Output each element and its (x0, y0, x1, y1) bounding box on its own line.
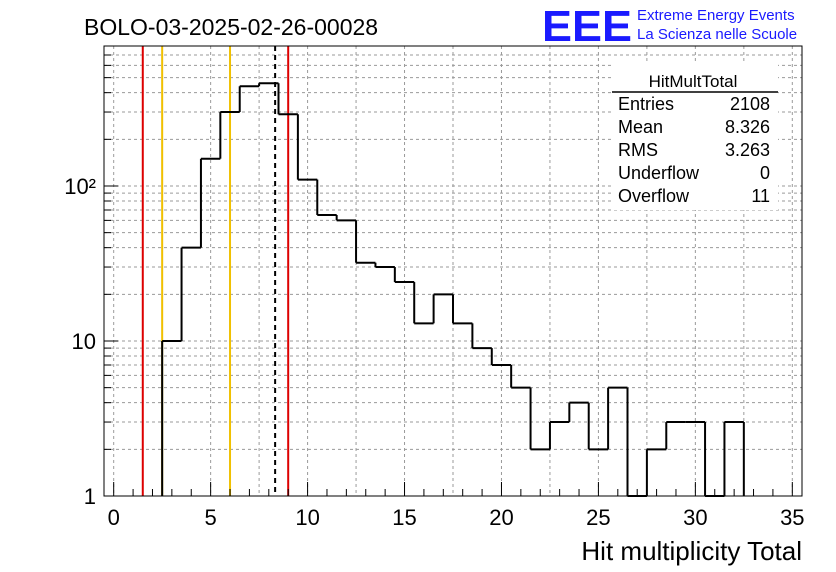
y-tick-label-2: 10² (64, 174, 96, 199)
marker-lines (141, 46, 290, 496)
x-tick-label-6: 30 (683, 505, 707, 530)
histogram-series (161, 82, 745, 497)
y-tick-label-1: 10 (72, 329, 96, 354)
stats-label-entries: Entries (618, 94, 674, 114)
stats-value-mean: 8.326 (725, 117, 770, 137)
run-title: BOLO-03-2025-02-26-00028 (84, 14, 378, 40)
eee-logo: EEE (542, 2, 632, 51)
stats-value-rms: 3.263 (725, 140, 770, 160)
stats-box-title: HitMultTotal (649, 72, 738, 91)
x-tick-label-3: 15 (392, 505, 416, 530)
y-tick-label-0: 1 (84, 484, 96, 509)
x-tick-labels: 0 5 10 15 20 25 30 35 (108, 505, 805, 530)
stats-label-overflow: Overflow (618, 186, 690, 206)
org-name: Extreme Energy Events (637, 7, 795, 24)
x-tick-label-7: 35 (780, 505, 804, 530)
stats-value-overflow: 11 (751, 186, 770, 206)
axis-ticks (104, 45, 793, 497)
x-tick-label-4: 20 (489, 505, 513, 530)
x-tick-label-2: 10 (295, 505, 319, 530)
y-tick-labels: 1 10 10² (64, 174, 96, 509)
plot-frame (103, 45, 803, 497)
x-tick-label-1: 5 (205, 505, 217, 530)
stats-value-entries: 2108 (730, 94, 770, 114)
x-tick-label-0: 0 (108, 505, 120, 530)
stats-label-mean: Mean (618, 117, 663, 137)
org-subtitle: La Scienza nelle Scuole (637, 26, 797, 43)
x-axis-label: Hit multiplicity Total (581, 536, 802, 566)
stats-label-rms: RMS (618, 140, 658, 160)
stats-label-underflow: Underflow (618, 163, 700, 183)
stats-value-underflow: 0 (760, 163, 770, 183)
stats-box: HitMultTotal Entries 2108 Mean 8.326 RMS 3.26… (612, 64, 778, 210)
x-tick-label-5: 25 (586, 505, 610, 530)
